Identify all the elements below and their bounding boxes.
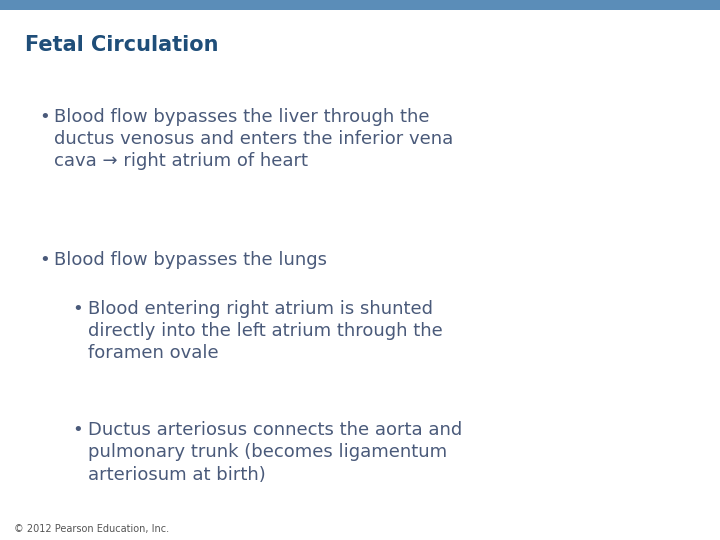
Text: Blood flow bypasses the lungs: Blood flow bypasses the lungs — [54, 251, 327, 269]
Text: •: • — [72, 300, 83, 318]
Text: © 2012 Pearson Education, Inc.: © 2012 Pearson Education, Inc. — [14, 523, 169, 534]
Text: •: • — [72, 421, 83, 439]
Text: •: • — [40, 108, 50, 126]
Text: Ductus arteriosus connects the aorta and
pulmonary trunk (becomes ligamentum
art: Ductus arteriosus connects the aorta and… — [88, 421, 462, 484]
Text: Blood entering right atrium is shunted
directly into the left atrium through the: Blood entering right atrium is shunted d… — [88, 300, 443, 362]
Text: •: • — [40, 251, 50, 269]
Text: Blood flow bypasses the liver through the
ductus venosus and enters the inferior: Blood flow bypasses the liver through th… — [54, 108, 454, 171]
Text: Fetal Circulation: Fetal Circulation — [25, 35, 219, 55]
Bar — [0, 0, 720, 10]
